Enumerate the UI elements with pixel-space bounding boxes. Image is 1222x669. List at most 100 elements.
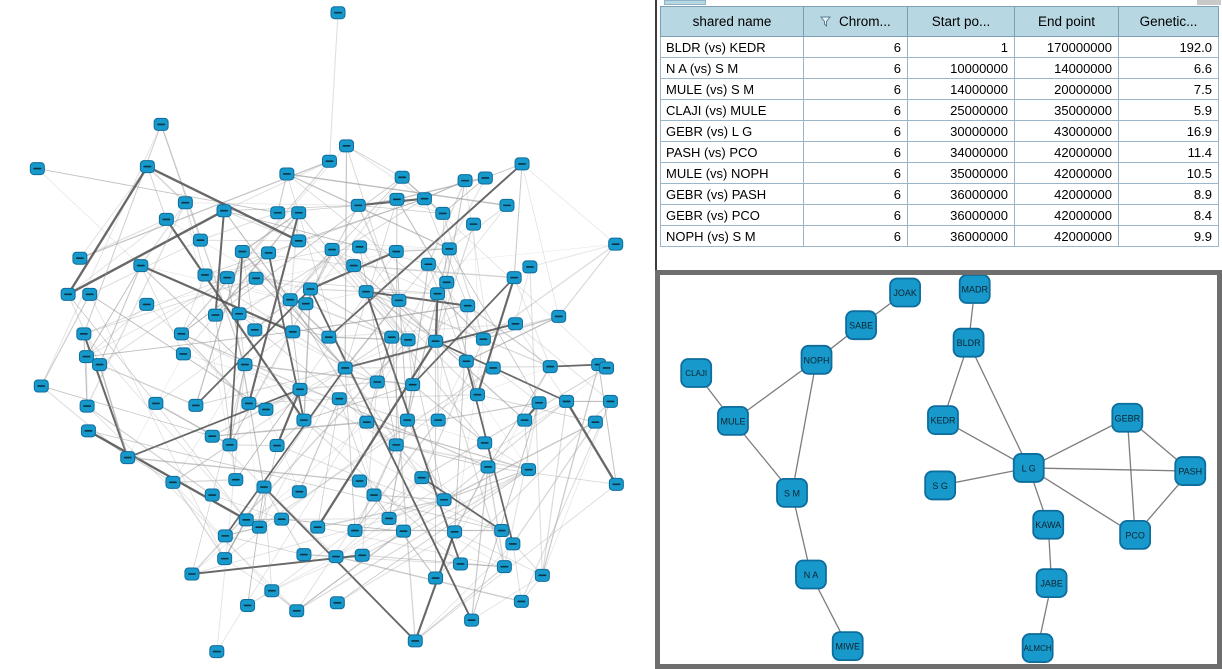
table-cell[interactable]: NOPH (vs) S M (660, 225, 804, 247)
network-node-bldr[interactable]: BLDR (952, 327, 985, 358)
table-cell[interactable]: GEBR (vs) L G (660, 120, 804, 142)
table-row[interactable]: NOPH (vs) S M 6 36000000 42000000 9.9 (660, 225, 1219, 247)
table-cell[interactable]: 6 (803, 57, 908, 79)
table-cell[interactable]: 9.9 (1118, 225, 1219, 247)
node-shape[interactable] (1035, 568, 1068, 598)
network-edge[interactable] (1028, 417, 1128, 469)
table-cell[interactable]: 6.6 (1118, 57, 1219, 79)
network-edge[interactable] (1028, 467, 1191, 472)
node-shape[interactable] (680, 358, 713, 388)
scrollbar-corner[interactable] (1197, 0, 1221, 5)
network-node-kawa[interactable]: KAWA (1032, 509, 1065, 540)
table-cell[interactable]: 35000000 (1014, 99, 1119, 121)
node-shape[interactable] (889, 277, 921, 308)
table-cell[interactable]: 170000000 (1014, 36, 1119, 58)
network-node-s-m[interactable]: S M (776, 477, 808, 508)
node-shape[interactable] (1032, 509, 1065, 540)
table-cell[interactable]: 42000000 (1014, 141, 1119, 163)
node-shape[interactable] (1174, 456, 1207, 486)
table-cell[interactable]: CLAJI (vs) MULE (660, 99, 804, 121)
table-cell[interactable]: GEBR (vs) PCO (660, 204, 804, 226)
network-node-gebr[interactable]: GEBR (1111, 402, 1144, 433)
node-shape[interactable] (924, 470, 957, 501)
table-row[interactable]: MULE (vs) NOPH 6 35000000 42000000 10.5 (660, 162, 1219, 184)
network-node-miwe[interactable]: MIWE (831, 631, 864, 662)
table-cell[interactable]: 8.4 (1118, 204, 1219, 226)
node-shape[interactable] (776, 477, 808, 508)
table-cell[interactable]: GEBR (vs) PASH (660, 183, 804, 205)
table-cell[interactable]: 5.9 (1118, 99, 1219, 121)
column-header-end-point[interactable]: End point (1014, 6, 1119, 37)
node-shape[interactable] (1111, 402, 1144, 433)
table-cell[interactable]: 35000000 (907, 162, 1015, 184)
table-cell[interactable]: N A (vs) S M (660, 57, 804, 79)
table-cell[interactable]: 30000000 (907, 120, 1015, 142)
node-shape[interactable] (717, 405, 749, 436)
table-cell[interactable]: 16.9 (1118, 120, 1219, 142)
table-row[interactable]: GEBR (vs) PASH 6 36000000 42000000 8.9 (660, 183, 1219, 205)
network-node-n-a[interactable]: N A (795, 559, 827, 590)
table-cell[interactable]: 36000000 (907, 183, 1015, 205)
table-row[interactable]: PASH (vs) PCO 6 34000000 42000000 11.4 (660, 141, 1219, 163)
network-node-claji[interactable]: CLAJI (680, 358, 713, 388)
node-shape[interactable] (927, 405, 959, 435)
network-node-jabe[interactable]: JABE (1035, 568, 1068, 598)
table-cell[interactable]: 1 (907, 36, 1015, 58)
node-shape[interactable] (795, 559, 827, 590)
network-edge[interactable] (1126, 417, 1136, 535)
table-cell[interactable]: 6 (803, 204, 908, 226)
network-node-noph[interactable]: NOPH (800, 344, 833, 375)
table-cell[interactable]: 25000000 (907, 99, 1015, 121)
table-cell[interactable]: 6 (803, 162, 908, 184)
node-shape[interactable] (952, 327, 985, 358)
table-cell[interactable]: 14000000 (1014, 57, 1119, 79)
node-shape[interactable] (1021, 633, 1054, 663)
table-cell[interactable]: MULE (vs) S M (660, 78, 804, 100)
table-row[interactable]: N A (vs) S M 6 10000000 14000000 6.6 (660, 57, 1219, 79)
network-node-pash[interactable]: PASH (1174, 456, 1207, 486)
column-header-genetic[interactable]: Genetic... (1118, 6, 1219, 37)
table-cell[interactable]: 42000000 (1014, 183, 1119, 205)
network-edge[interactable] (1028, 467, 1136, 536)
table-cell[interactable]: MULE (vs) NOPH (660, 162, 804, 184)
table-cell[interactable]: 20000000 (1014, 78, 1119, 100)
network-node-madr[interactable]: MADR (958, 275, 991, 304)
table-cell[interactable]: 6 (803, 183, 908, 205)
network-node-s-g[interactable]: S G (924, 470, 957, 501)
network-node-almch[interactable]: ALMCH (1021, 633, 1054, 663)
node-shape[interactable] (958, 275, 991, 304)
node-shape[interactable] (800, 344, 833, 375)
network-edge[interactable] (791, 359, 818, 493)
table-cell[interactable]: 14000000 (907, 78, 1015, 100)
table-row[interactable]: GEBR (vs) PCO 6 36000000 42000000 8.4 (660, 204, 1219, 226)
table-row[interactable]: GEBR (vs) L G 6 30000000 43000000 16.9 (660, 120, 1219, 142)
table-cell[interactable]: 42000000 (1014, 225, 1119, 247)
table-cell[interactable]: PASH (vs) PCO (660, 141, 804, 163)
table-cell[interactable]: 192.0 (1118, 36, 1219, 58)
table-cell[interactable]: 43000000 (1014, 120, 1119, 142)
table-cell[interactable]: 42000000 (1014, 204, 1119, 226)
table-cell[interactable]: 6 (803, 99, 908, 121)
detail-network-canvas[interactable]: JOAK MADR SABE NOPH BLDR CLAJI MULE KEDR GEBR L G… (660, 275, 1217, 664)
table-cell[interactable]: 42000000 (1014, 162, 1119, 184)
table-cell[interactable]: 6 (803, 78, 908, 100)
network-edge[interactable] (967, 342, 1030, 469)
node-shape[interactable] (831, 631, 864, 662)
network-node-l-g[interactable]: L G (1012, 453, 1045, 483)
table-cell[interactable]: 36000000 (907, 225, 1015, 247)
filter-icon[interactable] (820, 15, 832, 30)
table-cell[interactable]: 7.5 (1118, 78, 1219, 100)
network-node-sabe[interactable]: SABE (845, 310, 877, 341)
table-cell[interactable]: 11.4 (1118, 141, 1219, 163)
network-node-pco[interactable]: PCO (1119, 519, 1152, 550)
table-cell[interactable]: 6 (803, 36, 908, 58)
column-header-shared-name[interactable]: shared name (660, 6, 804, 37)
table-cell[interactable]: 34000000 (907, 141, 1015, 163)
network-node-joak[interactable]: JOAK (889, 277, 921, 308)
table-cell[interactable]: 10000000 (907, 57, 1015, 79)
table-row[interactable]: BLDR (vs) KEDR 6 1 170000000 192.0 (660, 36, 1219, 58)
table-row[interactable]: MULE (vs) S M 6 14000000 20000000 7.5 (660, 78, 1219, 100)
table-cell[interactable]: BLDR (vs) KEDR (660, 36, 804, 58)
node-shape[interactable] (845, 310, 877, 341)
table-cell[interactable]: 8.9 (1118, 183, 1219, 205)
